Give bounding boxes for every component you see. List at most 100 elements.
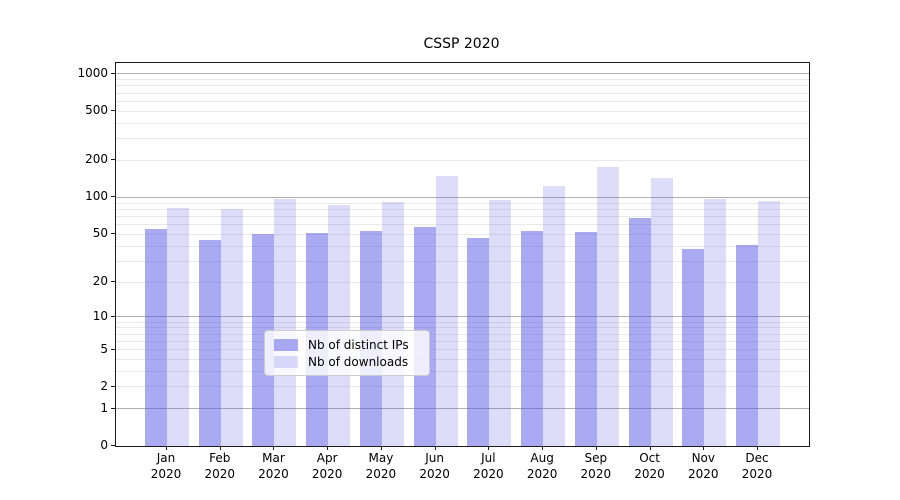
gridline-minor [116,245,809,247]
y-tick-label: 2 [100,378,108,393]
gridline-major [116,316,809,318]
y-tick-label: 10 [92,308,108,323]
plot-area [115,62,810,447]
x-tick-mark [595,446,597,450]
gridline-minor [116,159,809,161]
x-tick-mark [380,446,382,450]
gridline-minor [116,281,809,283]
bar-distinct-ips-dec [736,244,759,446]
bar-distinct-ips-jul [467,237,490,446]
x-tick-mark [757,446,759,450]
bar-distinct-ips-jan [145,229,167,446]
x-tick-label: Jun 2020 [419,451,450,481]
gridline-minor [116,386,809,388]
x-tick-mark [273,446,275,450]
bar-distinct-ips-mar [252,234,275,446]
x-tick-label: Jul 2020 [473,451,504,481]
bar-downloads-oct [650,177,673,446]
y-tick-mark [111,281,115,283]
gridline-minor [116,340,809,342]
bar-distinct-ips-feb [198,239,221,446]
x-tick-label: Dec 2020 [741,451,773,481]
y-tick-mark [111,385,115,387]
bar-downloads-aug [543,186,566,446]
y-tick-label: 500 [85,103,108,118]
y-tick-mark [111,110,115,112]
gridline-minor [116,122,809,124]
y-tick-label: 20 [92,274,108,289]
bar-downloads-dec [758,200,781,446]
gridline-minor [116,233,809,235]
y-tick-mark [111,407,115,409]
bar-downloads-jul [489,199,512,446]
bar-downloads-apr [328,205,351,446]
chart-title: CSSP 2020 [423,36,500,52]
gridline-minor [116,321,809,323]
x-tick-mark [166,446,167,450]
x-tick-mark [327,446,329,450]
gridline-minor [116,79,809,81]
gridline-minor [116,333,809,335]
x-tick-mark [649,446,651,450]
x-tick-label: Oct 2020 [634,451,665,481]
x-tick-label: Sep 2020 [580,451,612,481]
gridline-minor [116,202,809,204]
gridline-minor [116,110,809,112]
y-tick-mark [111,445,115,446]
y-tick-mark [111,233,115,235]
bar-downloads-may [381,201,404,446]
gridline-minor [116,85,809,87]
y-tick-label: 50 [92,226,108,241]
gridline-minor [116,224,809,226]
bar-distinct-ips-oct [628,217,651,446]
bar-downloads-jan [167,208,189,446]
y-tick-mark [111,315,115,317]
gridline-minor [116,215,809,217]
legend-label-downloads: Nb of downloads [308,354,409,369]
x-tick-label: May 2020 [365,451,397,481]
y-tick-label: 100 [85,189,108,204]
legend: Nb of distinct IPs Nb of downloads [264,330,430,376]
gridline-minor [116,138,809,140]
x-tick-label: Feb 2020 [204,451,235,481]
gridline-minor [116,349,809,350]
legend-row-distinct-ips: Nb of distinct IPs [274,338,420,352]
y-tick-label: 1 [100,400,108,415]
gridline-minor [116,260,809,262]
y-tick-mark [111,348,115,350]
bar-distinct-ips-nov [682,248,705,446]
gridline-major [116,73,809,75]
y-tick-mark [111,196,115,198]
gridline-minor [116,100,809,102]
gridline-minor [116,370,809,372]
bar-downloads-mar [274,198,297,446]
bar-downloads-nov [704,199,727,446]
x-tick-mark [219,446,221,450]
bar-distinct-ips-aug [521,231,544,446]
x-tick-mark [542,446,544,450]
legend-swatch-distinct-ips [274,338,298,351]
y-tick-label: 1000 [77,65,108,80]
bar-distinct-ips-sep [574,232,597,446]
y-tick-mark [111,159,115,161]
gridline-minor [116,358,809,360]
bar-downloads-feb [220,209,243,446]
gridline-minor [116,208,809,210]
y-tick-label: 200 [85,152,108,167]
gridline-major [116,408,809,410]
legend-row-downloads: Nb of downloads [274,355,420,369]
gridline-minor [116,92,809,94]
bar-downloads-sep [596,166,619,446]
x-tick-label: Mar 2020 [258,451,289,481]
x-tick-label: Nov 2020 [688,451,719,481]
x-tick-label: Jan 2020 [150,451,182,481]
x-tick-mark [434,446,436,450]
y-tick-label: 0 [100,438,108,452]
x-tick-label: Aug 2020 [526,451,558,481]
gridline-major [116,196,809,198]
bar-downloads-jun [435,175,458,446]
y-tick-mark [111,72,115,74]
y-tick-label: 5 [100,341,108,356]
legend-label-distinct-ips: Nb of distinct IPs [308,337,409,352]
